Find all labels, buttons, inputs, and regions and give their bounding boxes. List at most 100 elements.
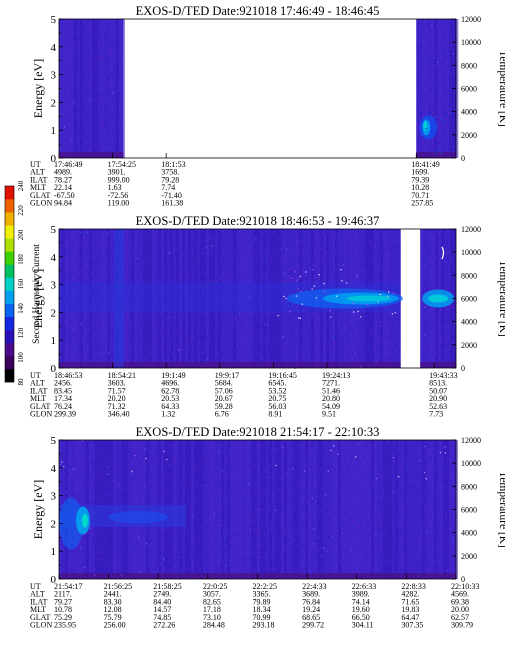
spectrogram-speckle [312, 268, 314, 271]
spectrogram-speckle [144, 448, 146, 450]
spectrogram-speckle [294, 271, 296, 273]
table-cell: 18:46:53 [54, 371, 82, 380]
spectrogram-speckle [334, 265, 336, 268]
table-cell: 1699. [411, 168, 429, 177]
y2-tick-label: 6000 [461, 85, 477, 94]
table-cell: 70.71 [411, 191, 429, 200]
y2-tick-label: 2000 [461, 341, 477, 350]
y2-tick-label: 10000 [461, 248, 481, 257]
y2-tick-label: 0 [461, 154, 465, 163]
spectrogram-column [122, 19, 125, 158]
spectrogram-speckle [264, 257, 267, 259]
spectrogram-speckle [444, 452, 447, 454]
spectrogram-speckle [134, 455, 137, 457]
spectrogram-speckle [436, 152, 438, 155]
spectrogram-speckle [77, 28, 79, 30]
y-tick-label: 4 [51, 463, 57, 475]
spectrogram-speckle [82, 231, 84, 233]
spectrogram-speckle [60, 463, 62, 465]
spectrogram-speckle [300, 235, 302, 238]
spectrogram-speckle [309, 572, 312, 574]
spectrogram-speckle [293, 539, 295, 541]
spectrogram-speckle [192, 516, 194, 518]
spectrogram-speckle [209, 253, 211, 255]
spectrogram-speckle [196, 239, 198, 241]
spectrogram-speckle [108, 352, 110, 354]
colorbar-swatch [5, 186, 14, 200]
spectrogram-speckle [423, 471, 426, 474]
spectrogram-speckle [275, 464, 277, 467]
table-cell: 19:16:45 [268, 371, 296, 380]
spectrogram-speckle [298, 277, 300, 280]
spectrogram-speckle [342, 264, 344, 266]
spectrogram-speckle [311, 497, 314, 499]
spectrogram-speckle [440, 119, 442, 121]
colorbar-swatch [5, 303, 14, 317]
spectrogram-speckle [325, 494, 327, 496]
colorbar-tick-label: 140 [17, 303, 25, 314]
spectrogram-speckle [173, 458, 175, 460]
colorbar: 80 100 120 140 160 180 200 220 240 Second Harmoni… [4, 180, 42, 386]
spectrogram-speckle [303, 526, 305, 529]
y-tick-label: 4 [51, 252, 57, 264]
spectrogram-speckle [375, 477, 378, 480]
table-cell: 7.73 [429, 410, 443, 419]
spectrogram-speckle [210, 238, 212, 240]
spectrogram-speckle [159, 563, 161, 565]
intensity-column [114, 229, 124, 368]
spectrogram-speckle [347, 344, 349, 346]
spectrogram-speckle [379, 293, 381, 296]
low-energy-strip [59, 152, 124, 158]
table-cell: 70.99 [253, 613, 271, 622]
spectrogram-speckle [431, 24, 433, 26]
table-cell: -67.50 [54, 191, 75, 200]
table-cell: 4989. [54, 168, 72, 177]
spectrogram-speckle [284, 280, 286, 282]
spectrogram-speckle [360, 366, 362, 368]
spectrogram-speckle [141, 280, 144, 282]
spectrogram-speckle [367, 349, 370, 352]
table-cell: 64.47 [401, 613, 419, 622]
table-cell: 83.45 [54, 386, 72, 395]
table-cell: 54.09 [322, 402, 340, 411]
spectrogram-speckle [392, 491, 394, 493]
spectrogram-speckle [79, 232, 81, 234]
spectrogram-speckle [282, 446, 284, 449]
intensity-band [428, 294, 449, 303]
y2-tick-label: 6000 [461, 295, 477, 304]
spectrogram-speckle [113, 119, 115, 121]
spectrogram-speckle [168, 252, 170, 254]
panel-title: EXOS-D/TED Date:921018 17:46:49 - 18:46:… [136, 4, 380, 18]
spectrogram-speckle [352, 520, 354, 522]
spectrogram-speckle [418, 546, 420, 548]
y2-axis-label: Temperature [K] [497, 50, 505, 127]
spectrogram-speckle [420, 134, 422, 137]
table-cell: 20.90 [429, 394, 447, 403]
spectrogram-speckle [445, 142, 447, 144]
spectrogram-speckle [198, 576, 200, 578]
table-cell: 8513. [429, 379, 447, 388]
y2-axis-label: Temperature [K] [497, 471, 505, 548]
spectrogram-speckle [86, 346, 88, 348]
spectrogram-speckle [107, 473, 109, 475]
table-cell: 20.53 [161, 394, 179, 403]
spectrogram-speckle [425, 127, 427, 130]
table-cell: 161.38 [161, 199, 183, 208]
y2-tick-label: 8000 [461, 482, 477, 491]
table-cell: 62.57 [451, 613, 469, 622]
spectrogram-speckle [202, 288, 205, 290]
spectrogram-speckle [107, 233, 109, 235]
table-cell: 299.39 [54, 410, 76, 419]
table-cell: 19:1:49 [161, 371, 185, 380]
spectrogram-speckle [103, 148, 105, 150]
table-cell: 75.79 [104, 613, 122, 622]
table-cell: 19:43:33 [429, 371, 457, 380]
spectrogram-speckle [183, 483, 186, 485]
table-cell: 18:1:53 [161, 160, 185, 169]
spectrogram-speckle [99, 134, 101, 136]
table-cell: 12.08 [104, 605, 122, 614]
spectrogram-speckle [224, 278, 226, 280]
colorbar-swatch [5, 329, 14, 344]
spectrogram-speckle [391, 313, 393, 315]
table-cell: 307.35 [401, 621, 423, 630]
